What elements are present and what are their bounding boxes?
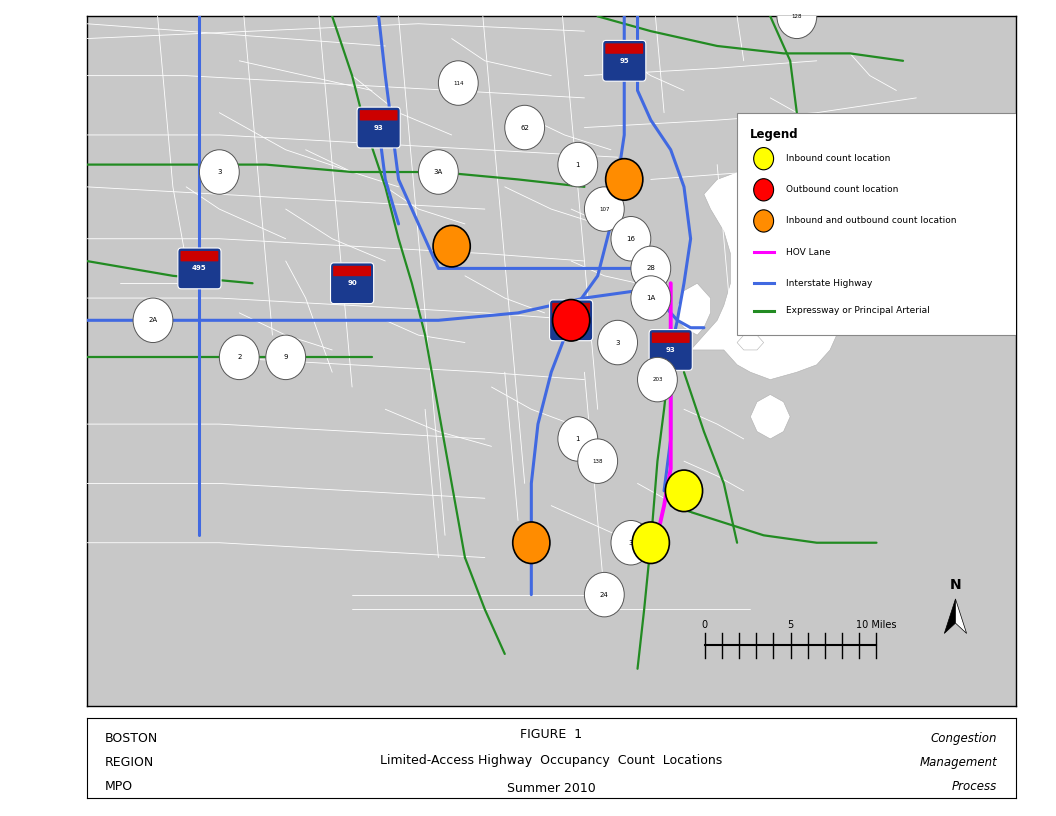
Text: Interstate Highway: Interstate Highway: [786, 279, 872, 288]
Text: Inbound count location: Inbound count location: [786, 154, 890, 163]
Text: 203: 203: [653, 377, 663, 382]
Circle shape: [558, 142, 598, 187]
Text: 9: 9: [283, 354, 288, 361]
Circle shape: [438, 61, 478, 105]
Circle shape: [505, 105, 545, 150]
Text: 62: 62: [521, 125, 529, 131]
Text: Expressway or Principal Arterial: Expressway or Principal Arterial: [786, 306, 929, 315]
Circle shape: [754, 148, 774, 170]
Text: 3: 3: [218, 169, 222, 175]
Text: FIGURE  1: FIGURE 1: [521, 728, 582, 741]
Text: N: N: [949, 578, 961, 592]
Text: Inbound and outbound count location: Inbound and outbound count location: [786, 216, 956, 225]
Text: 90: 90: [347, 280, 357, 286]
Polygon shape: [664, 165, 836, 379]
Text: Limited-Access Highway  Occupancy  Count  Locations: Limited-Access Highway Occupancy Count L…: [380, 754, 722, 767]
Text: MPO: MPO: [106, 780, 133, 793]
Text: 3: 3: [628, 539, 634, 546]
Text: 3A: 3A: [434, 169, 444, 175]
FancyBboxPatch shape: [181, 251, 219, 261]
Circle shape: [584, 187, 624, 231]
Circle shape: [584, 572, 624, 617]
Circle shape: [552, 299, 589, 341]
FancyBboxPatch shape: [605, 43, 643, 54]
Polygon shape: [677, 283, 711, 335]
Circle shape: [611, 216, 650, 261]
Text: Management: Management: [920, 756, 997, 769]
FancyBboxPatch shape: [652, 333, 690, 343]
Text: HOV Lane: HOV Lane: [786, 247, 830, 256]
Text: REGION: REGION: [106, 756, 154, 769]
Text: Process: Process: [953, 780, 997, 793]
Circle shape: [220, 335, 259, 379]
FancyBboxPatch shape: [549, 300, 592, 341]
Circle shape: [777, 0, 816, 38]
Polygon shape: [944, 599, 956, 633]
FancyBboxPatch shape: [357, 107, 400, 148]
Polygon shape: [956, 599, 966, 633]
FancyBboxPatch shape: [360, 110, 397, 121]
Circle shape: [418, 150, 458, 194]
FancyBboxPatch shape: [552, 303, 590, 313]
Circle shape: [754, 179, 774, 201]
Circle shape: [630, 276, 671, 321]
Circle shape: [638, 357, 677, 401]
Text: 114: 114: [453, 81, 464, 86]
Circle shape: [558, 417, 598, 461]
Polygon shape: [751, 394, 790, 439]
Circle shape: [200, 150, 240, 194]
Text: 95: 95: [566, 317, 576, 323]
FancyBboxPatch shape: [177, 248, 221, 289]
FancyBboxPatch shape: [331, 263, 374, 304]
Circle shape: [598, 321, 638, 365]
Text: 138: 138: [592, 459, 603, 463]
Text: 5: 5: [788, 620, 794, 630]
Circle shape: [433, 225, 470, 267]
Text: 28: 28: [646, 265, 655, 272]
Text: 93: 93: [374, 125, 383, 131]
Text: 3: 3: [616, 339, 620, 345]
Text: Congestion: Congestion: [930, 733, 997, 746]
Circle shape: [611, 521, 650, 565]
Circle shape: [630, 246, 671, 290]
Text: 24: 24: [600, 592, 608, 597]
Text: 95: 95: [620, 58, 629, 64]
Text: 0: 0: [701, 620, 708, 630]
Text: 1A: 1A: [646, 295, 656, 301]
Text: BOSTON: BOSTON: [106, 733, 158, 746]
Text: 2A: 2A: [149, 317, 157, 323]
Circle shape: [633, 522, 670, 564]
FancyBboxPatch shape: [649, 330, 693, 370]
Bar: [737, 113, 1016, 335]
Circle shape: [754, 210, 774, 232]
Circle shape: [606, 158, 643, 200]
Text: 495: 495: [192, 265, 207, 272]
Circle shape: [513, 522, 550, 564]
Text: 1: 1: [576, 162, 580, 167]
Circle shape: [578, 439, 618, 483]
Text: Legend: Legend: [751, 127, 799, 140]
Text: Summer 2010: Summer 2010: [507, 782, 596, 795]
Circle shape: [133, 298, 173, 343]
Text: 128: 128: [792, 14, 803, 19]
Polygon shape: [737, 335, 763, 350]
Circle shape: [266, 335, 305, 379]
Text: 1: 1: [576, 436, 580, 442]
Text: Outbound count location: Outbound count location: [786, 185, 898, 194]
Text: 2: 2: [237, 354, 242, 361]
Text: 107: 107: [599, 206, 609, 211]
FancyBboxPatch shape: [603, 41, 646, 82]
FancyBboxPatch shape: [334, 266, 371, 276]
Text: 93: 93: [666, 347, 676, 353]
Circle shape: [665, 470, 702, 512]
Text: 10 Miles: 10 Miles: [856, 620, 897, 630]
Text: 16: 16: [626, 236, 636, 242]
